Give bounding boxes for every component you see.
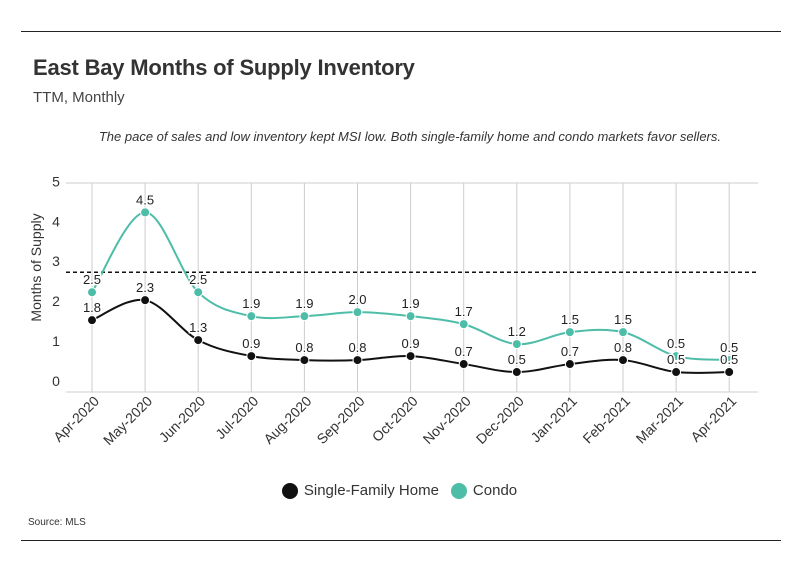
data-point-single_family	[352, 355, 363, 366]
x-tick-label: Oct-2020	[369, 393, 421, 445]
chart-legend: Single-Family Home Condo	[0, 482, 799, 499]
data-point-single_family	[458, 359, 469, 370]
legend-label-single-family: Single-Family Home	[303, 482, 439, 499]
data-point-single_family	[618, 355, 628, 366]
chart-subtitle: TTM, Monthly	[33, 89, 125, 106]
data-point-condo	[352, 307, 363, 318]
data-label-single_family: 0.5	[508, 352, 526, 367]
data-label-single_family: 0.5	[720, 352, 738, 367]
data-point-condo	[564, 327, 575, 338]
x-tick-label: May-2020	[100, 393, 155, 448]
data-point-single_family	[246, 351, 257, 362]
y-tick-label: 3	[52, 253, 60, 269]
data-label-condo: 1.5	[561, 312, 579, 327]
data-label-condo: 2.5	[189, 272, 207, 287]
data-point-condo	[511, 339, 522, 350]
chart-title: East Bay Months of Supply Inventory	[33, 55, 415, 80]
x-tick-label: Jun-2020	[156, 393, 209, 446]
data-label-single_family: 0.7	[455, 344, 473, 359]
x-tick-label: Aug-2020	[260, 393, 314, 447]
chart-annotation: The pace of sales and low inventory kept…	[98, 129, 721, 144]
data-label-single_family: 0.5	[667, 352, 685, 367]
data-label-single_family: 1.3	[189, 320, 207, 335]
legend-swatch-single-family	[281, 482, 298, 499]
data-point-single_family	[564, 359, 575, 370]
data-point-condo	[140, 207, 151, 218]
data-label-condo: 1.7	[455, 304, 473, 319]
data-point-single_family	[299, 355, 310, 366]
data-label-single_family: 0.8	[295, 340, 313, 355]
x-tick-label: Apr-2021	[687, 393, 739, 445]
data-label-single_family: 0.8	[348, 340, 366, 355]
data-point-condo	[724, 355, 735, 366]
data-point-single_family	[405, 351, 416, 362]
data-label-condo: 1.5	[614, 312, 632, 327]
data-point-condo	[246, 311, 257, 322]
x-tick-label: Jan-2021	[527, 393, 580, 446]
bottom-rule	[21, 540, 781, 541]
legend-item-condo[interactable]: Condo	[450, 482, 518, 499]
data-point-condo	[405, 311, 416, 322]
data-point-condo	[671, 351, 682, 362]
x-tick-label: Mar-2021	[633, 393, 687, 447]
data-label-single_family: 0.8	[614, 340, 632, 355]
data-point-single_family	[724, 367, 735, 378]
x-tick-label: Feb-2021	[579, 393, 633, 447]
data-point-condo	[458, 319, 469, 330]
data-label-condo: 1.9	[402, 296, 420, 311]
legend-label-condo: Condo	[472, 482, 518, 499]
data-label-condo: 0.5	[720, 340, 738, 355]
data-label-condo: 1.9	[242, 296, 260, 311]
x-tick-label: Dec-2020	[473, 393, 527, 447]
data-label-single_family: 1.8	[83, 300, 101, 315]
data-point-single_family	[87, 315, 97, 326]
legend-swatch-condo	[450, 482, 467, 499]
data-point-single_family	[193, 335, 204, 346]
data-point-single_family	[671, 367, 682, 378]
data-label-condo: 1.9	[295, 296, 313, 311]
y-tick-label: 4	[52, 213, 60, 229]
data-label-condo: 2.0	[348, 292, 366, 307]
x-tick-label: Nov-2020	[420, 393, 474, 447]
data-point-condo	[193, 287, 204, 298]
x-tick-label: Jul-2020	[212, 393, 261, 442]
data-point-single_family	[511, 367, 522, 378]
y-tick-label: 5	[52, 173, 60, 189]
data-label-condo: 0.5	[667, 336, 685, 351]
x-tick-label: Sep-2020	[313, 393, 367, 447]
data-label-condo: 1.2	[508, 324, 526, 339]
data-label-single_family: 2.3	[136, 280, 154, 295]
data-label-single_family: 0.9	[242, 336, 260, 351]
top-rule	[21, 31, 781, 32]
x-tick-label: Apr-2020	[50, 393, 102, 445]
data-point-condo	[87, 287, 97, 298]
legend-item-single-family[interactable]: Single-Family Home	[281, 482, 439, 499]
data-point-single_family	[140, 295, 151, 306]
data-label-single_family: 0.7	[561, 344, 579, 359]
source-note: Source: MLS	[28, 517, 86, 528]
data-point-condo	[299, 311, 310, 322]
y-tick-label: 1	[52, 333, 60, 349]
y-tick-label: 0	[52, 373, 60, 389]
data-label-single_family: 0.9	[402, 336, 420, 351]
data-point-condo	[618, 327, 628, 338]
data-label-condo: 4.5	[136, 192, 154, 207]
y-tick-label: 2	[52, 293, 60, 309]
y-axis-label: Months of Supply	[28, 213, 44, 321]
data-label-condo: 2.5	[83, 272, 101, 287]
